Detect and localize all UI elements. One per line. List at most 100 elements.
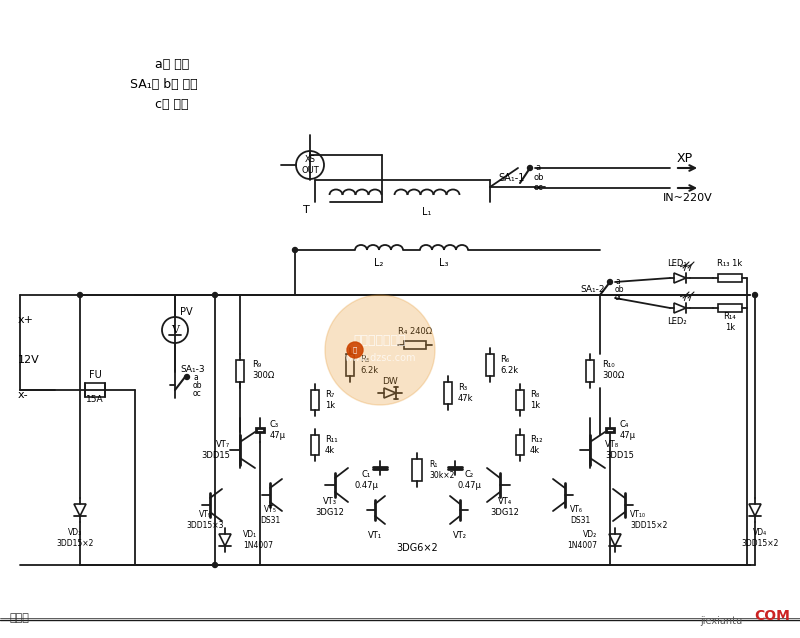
Circle shape <box>185 375 190 380</box>
Text: SA₁： b： 停止: SA₁： b： 停止 <box>130 78 198 91</box>
Bar <box>606 428 614 432</box>
Text: FU: FU <box>89 370 102 380</box>
Text: c： 充电: c： 充电 <box>155 98 189 112</box>
Circle shape <box>185 390 190 396</box>
Circle shape <box>527 165 533 170</box>
Text: 15A: 15A <box>86 396 104 404</box>
Bar <box>718 304 742 312</box>
Bar <box>311 390 319 410</box>
Circle shape <box>213 292 218 297</box>
Circle shape <box>296 151 324 179</box>
Polygon shape <box>74 504 86 516</box>
Text: R₁₀
300Ω: R₁₀ 300Ω <box>602 360 624 380</box>
Text: R₁₁
4k: R₁₁ 4k <box>325 435 338 455</box>
Text: R₇
1k: R₇ 1k <box>325 390 335 410</box>
Circle shape <box>78 292 82 297</box>
Circle shape <box>607 295 613 300</box>
Text: VT₄
3DG12: VT₄ 3DG12 <box>490 497 519 517</box>
Text: 杀成最大购物站: 杀成最大购物站 <box>354 334 406 346</box>
Bar <box>256 428 264 432</box>
Text: L₂: L₂ <box>374 258 384 268</box>
Text: a： 逆变: a： 逆变 <box>155 59 190 71</box>
Text: COM: COM <box>754 609 790 623</box>
Text: R₈
1k: R₈ 1k <box>530 390 540 410</box>
Text: VT₃
3DG12: VT₃ 3DG12 <box>315 497 345 517</box>
Bar <box>486 354 494 376</box>
Text: C₃
47μ: C₃ 47μ <box>270 420 286 440</box>
Text: VT₆
DS31: VT₆ DS31 <box>570 505 590 524</box>
Polygon shape <box>384 388 396 398</box>
Circle shape <box>753 292 758 297</box>
Text: a: a <box>535 163 540 172</box>
Text: DW: DW <box>382 376 398 385</box>
Circle shape <box>607 279 613 285</box>
Text: VD₄
3DD15×2: VD₄ 3DD15×2 <box>742 528 778 547</box>
Polygon shape <box>609 534 621 546</box>
Text: LED₂: LED₂ <box>667 318 687 327</box>
Text: C₁
0.47μ: C₁ 0.47μ <box>354 470 378 490</box>
Text: SA₁-3: SA₁-3 <box>180 366 205 375</box>
Text: VT₁: VT₁ <box>368 531 382 540</box>
Text: VD₃
3DD15×2: VD₃ 3DD15×2 <box>56 528 94 547</box>
Text: C₄
47μ: C₄ 47μ <box>620 420 636 440</box>
Text: ob: ob <box>615 285 625 295</box>
Text: VD₁
1N4007: VD₁ 1N4007 <box>243 530 273 550</box>
Text: R₃
47k: R₃ 47k <box>458 383 474 403</box>
Text: VD₂
1N4007: VD₂ 1N4007 <box>567 530 597 550</box>
Text: L₃: L₃ <box>439 258 449 268</box>
Text: R₉
300Ω: R₉ 300Ω <box>252 360 274 380</box>
Text: R₆
6.2k: R₆ 6.2k <box>500 355 518 375</box>
Bar <box>516 435 524 455</box>
Text: VT₅
DS31: VT₅ DS31 <box>260 505 280 524</box>
Bar <box>444 382 452 404</box>
Bar <box>718 274 742 282</box>
Text: IN~220V: IN~220V <box>663 193 713 203</box>
Text: SA₁-1: SA₁-1 <box>498 173 525 183</box>
Text: R₄ 240Ω: R₄ 240Ω <box>398 327 432 336</box>
Bar <box>404 341 426 349</box>
Text: R₅
6.2k: R₅ 6.2k <box>360 355 378 375</box>
Circle shape <box>213 563 218 567</box>
Text: C₂
0.47μ: C₂ 0.47μ <box>457 470 481 490</box>
Polygon shape <box>749 504 761 516</box>
Text: R₁₂
4k: R₁₂ 4k <box>530 435 542 455</box>
Text: XP: XP <box>677 151 693 165</box>
Text: L₁: L₁ <box>422 207 432 217</box>
Bar <box>346 354 354 376</box>
Text: oc: oc <box>533 184 542 193</box>
Bar <box>311 435 319 455</box>
Text: LED₁: LED₁ <box>667 260 687 269</box>
Circle shape <box>325 295 435 405</box>
Polygon shape <box>674 273 686 283</box>
Text: jiexiantu: jiexiantu <box>700 616 742 626</box>
Text: 12V: 12V <box>18 355 40 365</box>
Text: VT₈
3DD15: VT₈ 3DD15 <box>605 440 634 460</box>
Text: oc: oc <box>615 293 624 302</box>
Bar <box>85 383 105 397</box>
Circle shape <box>347 342 363 358</box>
Bar <box>586 360 594 382</box>
Text: R₁
30k×2: R₁ 30k×2 <box>429 460 454 480</box>
Circle shape <box>293 248 298 253</box>
Text: 缝: 缝 <box>353 346 357 353</box>
Text: VT₂: VT₂ <box>453 531 467 540</box>
Text: 3DG6×2: 3DG6×2 <box>396 543 438 553</box>
Text: SA₁-2: SA₁-2 <box>581 285 605 295</box>
Polygon shape <box>674 303 686 313</box>
Circle shape <box>162 317 188 343</box>
Text: ob: ob <box>533 174 543 182</box>
Polygon shape <box>219 534 231 546</box>
Circle shape <box>185 383 190 387</box>
Text: x-: x- <box>18 390 29 400</box>
Circle shape <box>527 186 533 191</box>
Text: V: V <box>171 325 179 335</box>
Text: x+: x+ <box>18 315 34 325</box>
Text: PV: PV <box>180 307 193 317</box>
Text: 拆线图: 拆线图 <box>10 613 30 623</box>
Bar <box>516 390 524 410</box>
Circle shape <box>607 288 613 292</box>
Text: oc: oc <box>193 389 202 397</box>
Bar <box>236 360 244 382</box>
Text: VT₇
3DD15: VT₇ 3DD15 <box>201 440 230 460</box>
Text: VT₉
3DD15×3: VT₉ 3DD15×3 <box>186 510 224 530</box>
